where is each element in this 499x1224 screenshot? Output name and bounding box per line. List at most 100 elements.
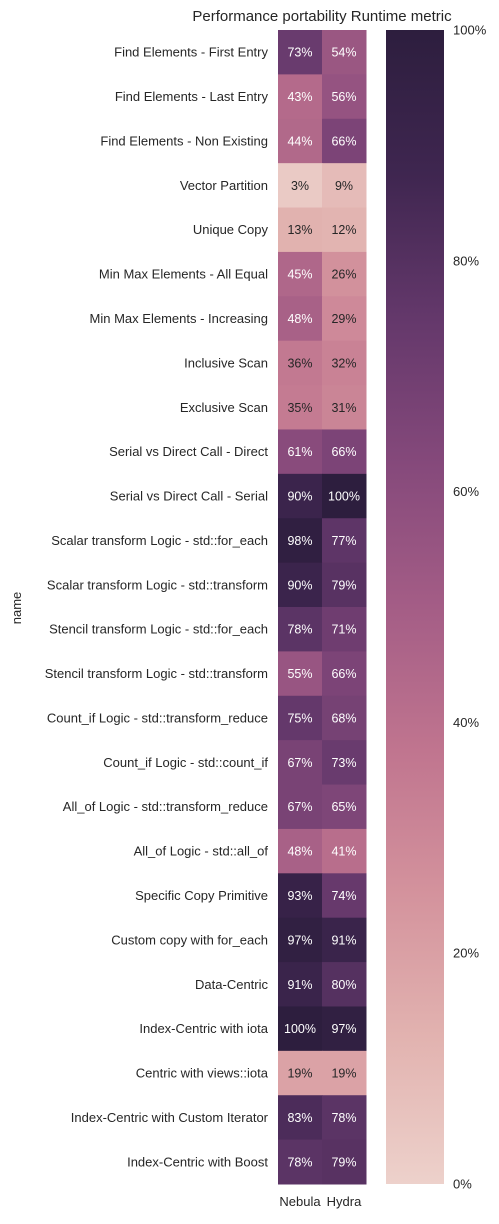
cell-value-label: 44% — [287, 134, 312, 148]
heatmap-cell — [322, 118, 367, 164]
column-labels: Nebula Hydra — [279, 1194, 362, 1209]
heatmap-cell — [322, 962, 367, 1007]
cell-value-label: 9% — [335, 179, 353, 193]
cell-value-label: 100% — [284, 1022, 316, 1036]
heatmap-cell — [322, 429, 367, 475]
cell-value-label: 91% — [331, 933, 356, 947]
heatmap-cells: 73% 54% 43% 56% 44% 66% 3% 9% 13% 12% 45% 26% 48% 29%… — [278, 30, 367, 1185]
row-label: Unique Copy — [193, 222, 269, 237]
row-label: Index-Centric with iota — [139, 1021, 268, 1036]
chart-title: Performance portability Runtime metric — [192, 8, 452, 25]
heatmap-cell — [278, 1095, 323, 1141]
heatmap-cell — [322, 30, 367, 75]
heatmap-cell — [278, 429, 323, 475]
cell-value-label: 90% — [287, 490, 312, 504]
heatmap-cell — [278, 651, 323, 697]
cell-value-label: 78% — [331, 1111, 356, 1125]
heatmap-cell — [322, 828, 367, 874]
heatmap-cell — [278, 207, 323, 253]
cell-value-label: 48% — [287, 312, 312, 326]
heatmap-cell — [278, 74, 323, 120]
row-label: Scalar transform Logic - std::transform — [47, 577, 268, 592]
column-label: Nebula — [279, 1194, 321, 1209]
colorbar: 0% 20% 40% 60% 80% 100% — [386, 23, 487, 1192]
heatmap-cell — [322, 695, 367, 741]
heatmap-cell — [322, 518, 367, 564]
cell-value-label: 80% — [331, 978, 356, 992]
cell-value-label: 26% — [331, 268, 356, 282]
cell-value-label: 36% — [287, 356, 312, 370]
cell-value-label: 43% — [287, 90, 312, 104]
heatmap-cell — [278, 1050, 323, 1096]
heatmap-cell — [278, 385, 323, 430]
heatmap-cell — [278, 1139, 323, 1185]
heatmap-cell — [322, 163, 367, 209]
cell-value-label: 61% — [287, 445, 312, 459]
cell-value-label: 67% — [287, 800, 312, 814]
cell-value-label: 48% — [287, 845, 312, 859]
row-label: Exclusive Scan — [180, 400, 268, 415]
cell-value-label: 13% — [287, 223, 312, 237]
heatmap-cell — [278, 118, 323, 164]
cell-value-label: 29% — [331, 312, 356, 326]
cell-value-label: 77% — [331, 534, 356, 548]
cell-value-label: 67% — [287, 756, 312, 770]
cell-value-label: 79% — [331, 1155, 356, 1169]
row-label: Data-Centric — [195, 977, 268, 992]
heatmap-cell — [322, 651, 367, 697]
row-label: Scalar transform Logic - std::for_each — [51, 533, 268, 548]
row-label: Find Elements - First Entry — [114, 45, 268, 60]
column-label: Hydra — [327, 1194, 362, 1209]
heatmap-cell — [278, 340, 323, 386]
row-label: Index-Centric with Custom Iterator — [71, 1110, 269, 1125]
row-label: Stencil transform Logic - std::transform — [45, 666, 268, 681]
heatmap-cell — [322, 607, 367, 652]
heatmap-cell — [278, 607, 323, 652]
row-label: Stencil transform Logic - std::for_each — [49, 622, 268, 637]
cell-value-label: 75% — [287, 711, 312, 725]
cell-value-label: 19% — [331, 1067, 356, 1081]
cell-value-label: 41% — [331, 845, 356, 859]
row-label: Serial vs Direct Call - Serial — [110, 489, 268, 504]
heatmap-cell — [322, 1006, 367, 1052]
heatmap-cell — [322, 784, 367, 830]
row-label: All_of Logic - std::all_of — [134, 844, 269, 859]
heatmap-cell — [322, 473, 367, 519]
heatmap-cell — [278, 873, 323, 919]
row-label: Index-Centric with Boost — [127, 1154, 268, 1169]
cell-value-label: 45% — [287, 268, 312, 282]
heatmap-cell — [278, 562, 323, 608]
cell-value-label: 73% — [331, 756, 356, 770]
cell-value-label: 79% — [331, 578, 356, 592]
heatmap-cell — [278, 30, 323, 75]
cell-value-label: 31% — [331, 401, 356, 415]
cell-value-label: 78% — [287, 623, 312, 637]
cell-value-label: 19% — [287, 1067, 312, 1081]
heatmap-cell — [322, 873, 367, 919]
heatmap-cell — [278, 518, 323, 564]
row-label: Count_if Logic - std::transform_reduce — [47, 710, 268, 725]
cell-value-label: 91% — [287, 978, 312, 992]
cell-value-label: 66% — [331, 445, 356, 459]
cell-value-label: 73% — [287, 46, 312, 60]
heatmap-cell — [278, 917, 323, 963]
heatmap-cell — [278, 740, 323, 786]
heatmap-cell — [322, 562, 367, 608]
heatmap-cell — [322, 740, 367, 786]
row-label: Centric with views::iota — [136, 1066, 269, 1081]
row-label: Serial vs Direct Call - Direct — [109, 444, 268, 459]
cell-value-label: 3% — [291, 179, 309, 193]
heatmap-cell — [278, 962, 323, 1007]
cell-value-label: 83% — [287, 1111, 312, 1125]
cell-value-label: 100% — [328, 490, 360, 504]
cell-value-label: 32% — [331, 356, 356, 370]
row-label: All_of Logic - std::transform_reduce — [63, 799, 268, 814]
colorbar-tick-label: 100% — [453, 23, 487, 38]
row-label: Vector Partition — [180, 178, 268, 193]
row-label: Find Elements - Last Entry — [115, 89, 269, 104]
cell-value-label: 35% — [287, 401, 312, 415]
colorbar-tick-label: 20% — [453, 946, 479, 961]
heatmap-cell — [278, 784, 323, 830]
heatmap-cell — [322, 1095, 367, 1141]
heatmap-cell — [278, 695, 323, 741]
